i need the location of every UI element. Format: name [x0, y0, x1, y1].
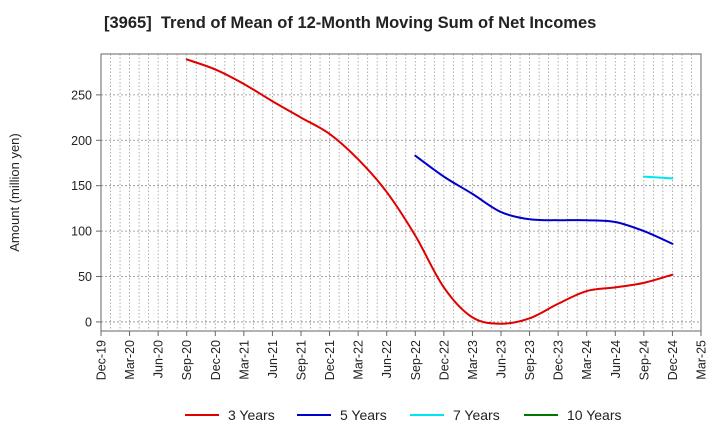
legend: 3 Years 5 Years 7 Years 10 Years	[0, 404, 720, 426]
legend-swatch	[524, 414, 558, 416]
y-tick-label: 100	[71, 225, 92, 239]
x-tick-label: Jun-22	[380, 340, 394, 378]
legend-label: 3 Years	[228, 407, 275, 423]
x-tick-label: Mar-25	[695, 340, 709, 380]
x-tick-label: Mar-23	[466, 340, 480, 380]
x-tick-label: Dec-22	[437, 340, 451, 380]
x-tick-label: Dec-20	[209, 340, 223, 380]
line-chart: 0 50 100 150 200 250 Dec-19 Mar-20 Jun-20 Sep-20 D…	[7, 53, 709, 380]
x-tick-label: Mar-24	[580, 340, 594, 380]
y-tick-label: 50	[78, 270, 92, 284]
legend-label: 5 Years	[340, 407, 387, 423]
x-tick-label: Sep-21	[295, 340, 309, 380]
legend-item-7-years: 7 Years	[410, 404, 500, 426]
series-line-3-years	[185, 58, 674, 325]
legend-swatch	[185, 414, 219, 416]
x-tick-label: Sep-24	[637, 340, 651, 380]
legend-swatch	[410, 414, 444, 416]
x-tick-label: Sep-23	[523, 340, 537, 380]
axes: 0 50 100 150 200 250 Dec-19 Mar-20 Jun-20 Sep-20 D…	[71, 53, 709, 380]
legend-item-5-years: 5 Years	[297, 404, 387, 426]
series-layer	[185, 58, 674, 325]
x-tick-label: Sep-20	[180, 340, 194, 380]
x-tick-label: Jun-23	[495, 340, 509, 378]
x-tick-label: Mar-22	[352, 340, 366, 380]
y-tick-label: 0	[85, 315, 92, 329]
legend-item-10-years: 10 Years	[524, 404, 622, 426]
chart-title: [3965] Trend of Mean of 12-Month Moving …	[104, 14, 597, 32]
x-tick-label: Sep-22	[409, 340, 423, 380]
x-tick-label: Jun-24	[609, 340, 623, 378]
legend-swatch	[297, 414, 331, 416]
x-tick-label: Jun-21	[266, 340, 280, 378]
x-tick-label: Mar-21	[237, 340, 251, 380]
x-tick-label: Dec-24	[666, 340, 680, 380]
legend-label: 7 Years	[453, 407, 500, 423]
x-tick-label: Jun-20	[152, 340, 166, 378]
plot-area	[101, 54, 701, 331]
x-tick-label: Mar-20	[123, 340, 137, 380]
x-tick-label: Dec-23	[552, 340, 566, 380]
y-tick-label: 150	[71, 179, 92, 193]
y-tick-label: 200	[71, 134, 92, 148]
series-line-7-years	[642, 175, 674, 180]
legend-label: 10 Years	[567, 407, 622, 423]
y-tick-label: 250	[71, 88, 92, 102]
plot-border	[100, 53, 702, 332]
legend-item-3-years: 3 Years	[185, 404, 275, 426]
y-axis-label: Amount (million yen)	[7, 133, 22, 252]
x-tick-label: Dec-19	[95, 340, 109, 380]
series-line-5-years	[414, 154, 674, 245]
grid-lines	[101, 54, 701, 331]
x-tick-label: Dec-21	[323, 340, 337, 380]
